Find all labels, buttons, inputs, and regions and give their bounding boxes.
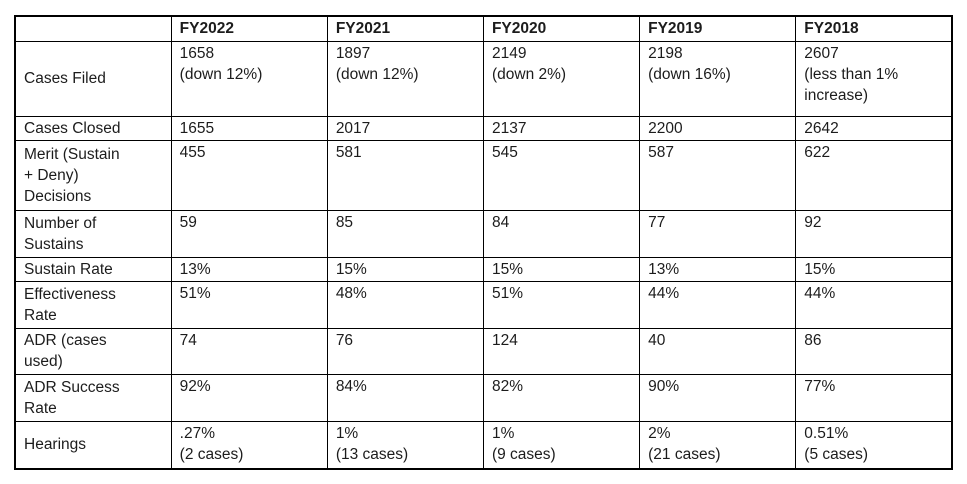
- table-cell: 1% (9 cases): [482, 420, 641, 470]
- table-row-adr-cases-used: ADR (cases used) 74 76 124 40 86: [14, 327, 953, 375]
- table-cell: 2607 (less than 1% increase): [795, 40, 953, 117]
- table-cell: 44%: [795, 280, 953, 329]
- column-header-fy2022: FY2022: [170, 15, 328, 42]
- table-row-adr-success-rate: ADR Success Rate 92% 84% 82% 90% 77%: [14, 373, 953, 422]
- table-cell: 622: [795, 139, 953, 211]
- table-cell: 2200: [639, 115, 797, 141]
- table-cell: 2198 (down 16%): [639, 40, 797, 117]
- table-cell: 59: [170, 209, 328, 258]
- table-cell: 15%: [482, 256, 641, 282]
- header-row: FY2022 FY2021 FY2020 FY2019 FY2018: [14, 15, 953, 42]
- table-cell: 40: [639, 327, 797, 375]
- table-cell: .27% (2 cases): [170, 420, 328, 470]
- table-cell: 1658 (down 12%): [170, 40, 328, 117]
- row-label: Cases Filed: [14, 40, 172, 117]
- corner-header-cell: [14, 15, 172, 42]
- table-cell: 2017: [326, 115, 484, 141]
- column-header-fy2021: FY2021: [326, 15, 484, 42]
- column-header-fy2019: FY2019: [639, 15, 797, 42]
- row-label: Effectiveness Rate: [14, 280, 172, 329]
- table-row-effectiveness-rate: Effectiveness Rate 51% 48% 51% 44% 44%: [14, 280, 953, 329]
- column-header-fy2020: FY2020: [482, 15, 641, 42]
- table-row-cases-filed: Cases Filed 1658 (down 12%) 1897 (down 1…: [14, 40, 953, 117]
- table-cell: 1897 (down 12%): [326, 40, 484, 117]
- table-cell: 92%: [170, 373, 328, 422]
- table-row-number-of-sustains: Number of Sustains 59 85 84 77 92: [14, 209, 953, 258]
- row-label: ADR (cases used): [14, 327, 172, 375]
- row-label: Hearings: [14, 420, 172, 470]
- table-row-sustain-rate: Sustain Rate 13% 15% 15% 13% 15%: [14, 256, 953, 282]
- table-cell: 15%: [326, 256, 484, 282]
- table-cell: 1% (13 cases): [326, 420, 484, 470]
- table-row-cases-closed: Cases Closed 1655 2017 2137 2200 2642: [14, 115, 953, 141]
- table-cell: 581: [326, 139, 484, 211]
- fiscal-year-stats-table: FY2022 FY2021 FY2020 FY2019 FY2018 Cases…: [14, 15, 953, 470]
- table-cell: 86: [795, 327, 953, 375]
- column-header-fy2018: FY2018: [795, 15, 953, 42]
- table-cell: 90%: [639, 373, 797, 422]
- table-cell: 51%: [170, 280, 328, 329]
- table-cell: 77: [639, 209, 797, 258]
- table-cell: 124: [482, 327, 641, 375]
- row-label: Sustain Rate: [14, 256, 172, 282]
- table-cell: 44%: [639, 280, 797, 329]
- table-cell: 587: [639, 139, 797, 211]
- table-cell: 2642: [795, 115, 953, 141]
- table-cell: 76: [326, 327, 484, 375]
- row-label: Number of Sustains: [14, 209, 172, 258]
- table-cell: 455: [170, 139, 328, 211]
- table-cell: 13%: [170, 256, 328, 282]
- table-cell: 84%: [326, 373, 484, 422]
- table-row-merit-decisions: Merit (Sustain + Deny) Decisions 455 581…: [14, 139, 953, 211]
- table-cell: 2% (21 cases): [639, 420, 797, 470]
- table-cell: 74: [170, 327, 328, 375]
- table-cell: 92: [795, 209, 953, 258]
- table-cell: 82%: [482, 373, 641, 422]
- row-label: Cases Closed: [14, 115, 172, 141]
- table-cell: 2137: [482, 115, 641, 141]
- table-cell: 545: [482, 139, 641, 211]
- table-cell: 2149 (down 2%): [482, 40, 641, 117]
- table-cell: 84: [482, 209, 641, 258]
- row-label: ADR Success Rate: [14, 373, 172, 422]
- table-cell: 15%: [795, 256, 953, 282]
- table-cell: 51%: [482, 280, 641, 329]
- table-cell: 48%: [326, 280, 484, 329]
- table-cell: 77%: [795, 373, 953, 422]
- table-cell: 1655: [170, 115, 328, 141]
- row-label: Merit (Sustain + Deny) Decisions: [14, 139, 172, 211]
- table-cell: 0.51% (5 cases): [795, 420, 953, 470]
- table-cell: 13%: [639, 256, 797, 282]
- table-row-hearings: Hearings .27% (2 cases) 1% (13 cases) 1%…: [14, 420, 953, 470]
- table-cell: 85: [326, 209, 484, 258]
